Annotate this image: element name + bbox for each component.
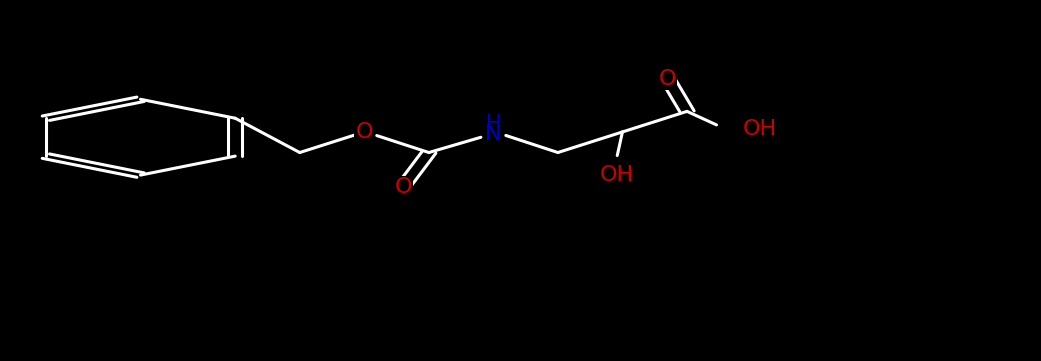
Text: OH: OH: [742, 118, 777, 139]
Text: O: O: [659, 69, 677, 89]
Text: O: O: [356, 122, 373, 142]
Text: O: O: [395, 177, 412, 197]
Text: OH: OH: [601, 165, 634, 184]
Text: H: H: [485, 114, 501, 134]
Text: N: N: [485, 124, 502, 144]
